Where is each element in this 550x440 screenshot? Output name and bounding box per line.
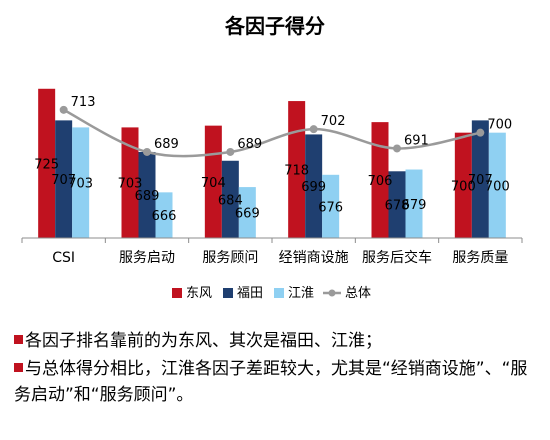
bar-value-label: 689 bbox=[135, 189, 160, 204]
bar-value-label: 706 bbox=[368, 174, 393, 189]
bar-value-label: 703 bbox=[118, 177, 143, 192]
bar-value-label: 703 bbox=[68, 177, 93, 192]
legend-label: 江淮 bbox=[288, 286, 314, 301]
total-line bbox=[63, 108, 481, 158]
bar-value-label: 666 bbox=[152, 209, 177, 224]
bar bbox=[305, 134, 323, 238]
bar bbox=[471, 120, 489, 238]
total-point bbox=[309, 125, 318, 134]
bar-value-label: 700 bbox=[451, 179, 476, 194]
bar-value-label: 678 bbox=[385, 199, 410, 214]
total-value-label: 700 bbox=[487, 118, 512, 133]
bar-value-label: 707 bbox=[468, 173, 493, 188]
legend-swatch bbox=[274, 288, 284, 298]
total-point bbox=[59, 105, 68, 114]
total-point bbox=[476, 128, 485, 137]
bar bbox=[322, 174, 340, 238]
note-2: 与总体得分相比，江淮各因子差距较大，尤其是“经销商设施”、“服务启动”和“服务顾… bbox=[14, 356, 539, 408]
legend-label: 东风 bbox=[186, 286, 212, 301]
total-value-label: 713 bbox=[71, 95, 96, 110]
total-value-label: 691 bbox=[404, 133, 429, 148]
bar-value-label: 699 bbox=[301, 180, 326, 195]
bar-value-label: 707 bbox=[51, 173, 76, 188]
bar bbox=[405, 169, 423, 238]
bar-value-label: 676 bbox=[318, 200, 343, 215]
total-value-label: 702 bbox=[321, 114, 346, 129]
bar bbox=[155, 192, 173, 238]
category-label: CSI bbox=[52, 250, 75, 266]
chart-title: 各因子得分 bbox=[224, 14, 325, 38]
legend: 东风 福田 江淮 总体 bbox=[172, 286, 371, 301]
total-value-label: 689 bbox=[154, 137, 179, 152]
bar bbox=[371, 122, 389, 238]
note-2-text: 与总体得分相比，江淮各因子差距较大，尤其是“经销商设施”、“服务启动”和“服务顾… bbox=[14, 359, 528, 405]
bar-value-label: 718 bbox=[284, 164, 309, 179]
bar-value-label: 725 bbox=[34, 157, 59, 172]
category-label: 服务质量 bbox=[452, 250, 508, 266]
bar bbox=[388, 171, 406, 238]
total-point bbox=[143, 147, 151, 156]
bar-value-label: 684 bbox=[218, 193, 243, 208]
bar bbox=[55, 120, 73, 238]
total-point bbox=[393, 144, 401, 153]
legend-label: 总体 bbox=[345, 286, 371, 301]
note-1: 各因子排名靠前的为东风、其次是福田、江淮； bbox=[14, 328, 539, 354]
legend-label: 福田 bbox=[237, 286, 263, 301]
bar bbox=[488, 132, 506, 238]
legend-swatch bbox=[223, 288, 233, 298]
bar-value-label: 669 bbox=[235, 207, 260, 222]
bar bbox=[288, 101, 306, 238]
total-point bbox=[226, 147, 235, 156]
note-1-text: 各因子排名靠前的为东风、其次是福田、江淮； bbox=[25, 331, 382, 351]
bar bbox=[138, 151, 156, 238]
legend-swatch-point bbox=[328, 289, 336, 297]
category-label: 经销商设施 bbox=[279, 250, 349, 266]
bar bbox=[221, 160, 239, 238]
bar bbox=[121, 127, 139, 238]
bar-value-label: 704 bbox=[201, 176, 226, 191]
bar bbox=[38, 88, 56, 239]
bullet-icon bbox=[14, 363, 23, 372]
category-label: 服务后交车 bbox=[362, 249, 432, 266]
category-label: 服务启动 bbox=[119, 250, 175, 266]
bar bbox=[72, 127, 90, 238]
bar bbox=[238, 187, 256, 238]
bar-value-label: 700 bbox=[485, 179, 510, 194]
bar bbox=[454, 132, 472, 238]
bullet-icon bbox=[14, 335, 23, 344]
category-label: 服务顾问 bbox=[202, 250, 258, 266]
legend-swatch bbox=[172, 288, 182, 298]
bar-value-label: 679 bbox=[402, 198, 427, 213]
total-value-label: 689 bbox=[237, 137, 262, 152]
